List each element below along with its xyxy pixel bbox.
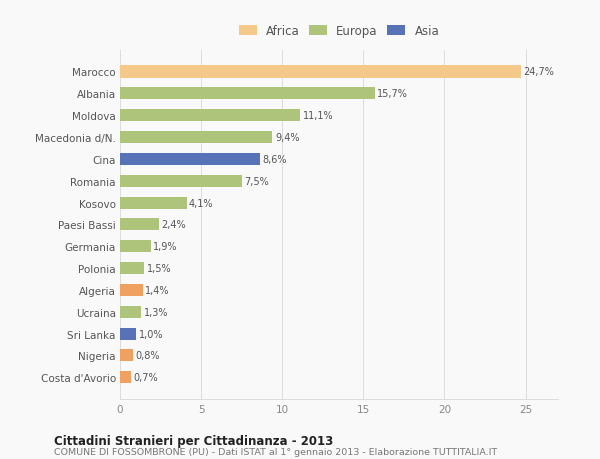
Text: 24,7%: 24,7% [523,67,554,77]
Text: 1,0%: 1,0% [139,329,163,339]
Bar [120,350,133,362]
Bar [120,153,260,166]
Bar [120,110,300,122]
Text: Cittadini Stranieri per Cittadinanza - 2013: Cittadini Stranieri per Cittadinanza - 2… [54,434,333,447]
Text: 0,8%: 0,8% [136,351,160,361]
Bar [120,219,159,231]
Bar [120,197,187,209]
Bar [120,132,272,144]
Legend: Africa, Europa, Asia: Africa, Europa, Asia [235,22,443,41]
Bar [120,88,374,100]
Bar [120,371,131,383]
Text: 0,7%: 0,7% [134,373,158,382]
Bar [120,328,136,340]
Bar [120,175,242,187]
Bar [120,263,145,274]
Text: 8,6%: 8,6% [262,155,286,164]
Text: 2,4%: 2,4% [161,220,186,230]
Bar [120,241,151,253]
Text: 7,5%: 7,5% [244,176,269,186]
Text: 1,4%: 1,4% [145,285,170,295]
Bar [120,284,143,297]
Text: 9,4%: 9,4% [275,133,299,143]
Text: 1,9%: 1,9% [153,242,178,252]
Text: 1,5%: 1,5% [147,263,172,274]
Text: COMUNE DI FOSSOMBRONE (PU) - Dati ISTAT al 1° gennaio 2013 - Elaborazione TUTTIT: COMUNE DI FOSSOMBRONE (PU) - Dati ISTAT … [54,448,497,457]
Bar [120,67,521,78]
Text: 4,1%: 4,1% [189,198,214,208]
Bar [120,306,141,318]
Text: 11,1%: 11,1% [302,111,333,121]
Text: 1,3%: 1,3% [143,307,168,317]
Text: 15,7%: 15,7% [377,89,408,99]
